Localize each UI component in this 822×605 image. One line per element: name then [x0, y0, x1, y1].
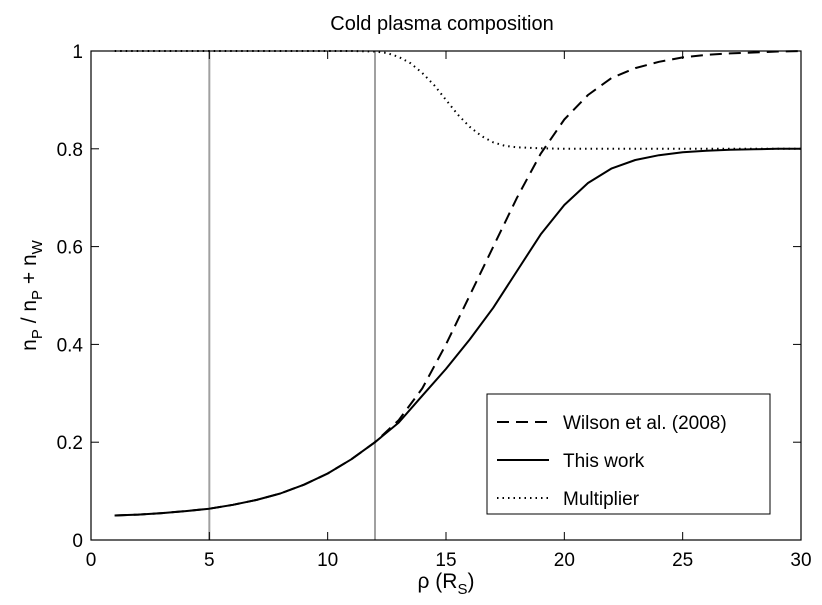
y-tick-label: 0.2 [57, 433, 83, 454]
legend: Wilson et al. (2008) This work Multiplier [486, 393, 771, 515]
y-axis-label-text: nP / nP + nW [18, 239, 46, 351]
x-tick-label: 10 [317, 550, 338, 571]
series-line-2 [114, 147, 801, 517]
y-tick-label: 0.6 [57, 238, 83, 259]
legend-label-3: Multiplier [563, 489, 640, 510]
legend-label-1: Wilson et al. (2008) [563, 413, 727, 434]
plot-area: 0 5 10 15 20 25 30 0 0.2 0.4 0.6 0.8 1 [57, 42, 812, 571]
y-tick-label: 0.4 [57, 335, 84, 356]
x-tick-label: 30 [790, 550, 811, 571]
y-tick-label: 0 [72, 531, 83, 552]
legend-label-2: This work [563, 451, 645, 472]
x-tick-label: 25 [672, 550, 693, 571]
x-tick-label: 0 [86, 550, 97, 571]
x-axis-label: ρ (RS) [418, 570, 475, 598]
y-tick-label: 1 [72, 42, 83, 63]
legend-box [486, 393, 771, 515]
x-tick-label: 15 [435, 550, 456, 571]
x-tick-label: 5 [204, 550, 215, 571]
x-tick-label: 20 [554, 550, 575, 571]
y-tick-label: 0.8 [57, 140, 83, 161]
y-axis-label: nP / nP + nW [18, 239, 46, 351]
chart-title: Cold plasma composition [330, 13, 553, 35]
x-axis-label-text: ρ (RS) [418, 570, 475, 598]
